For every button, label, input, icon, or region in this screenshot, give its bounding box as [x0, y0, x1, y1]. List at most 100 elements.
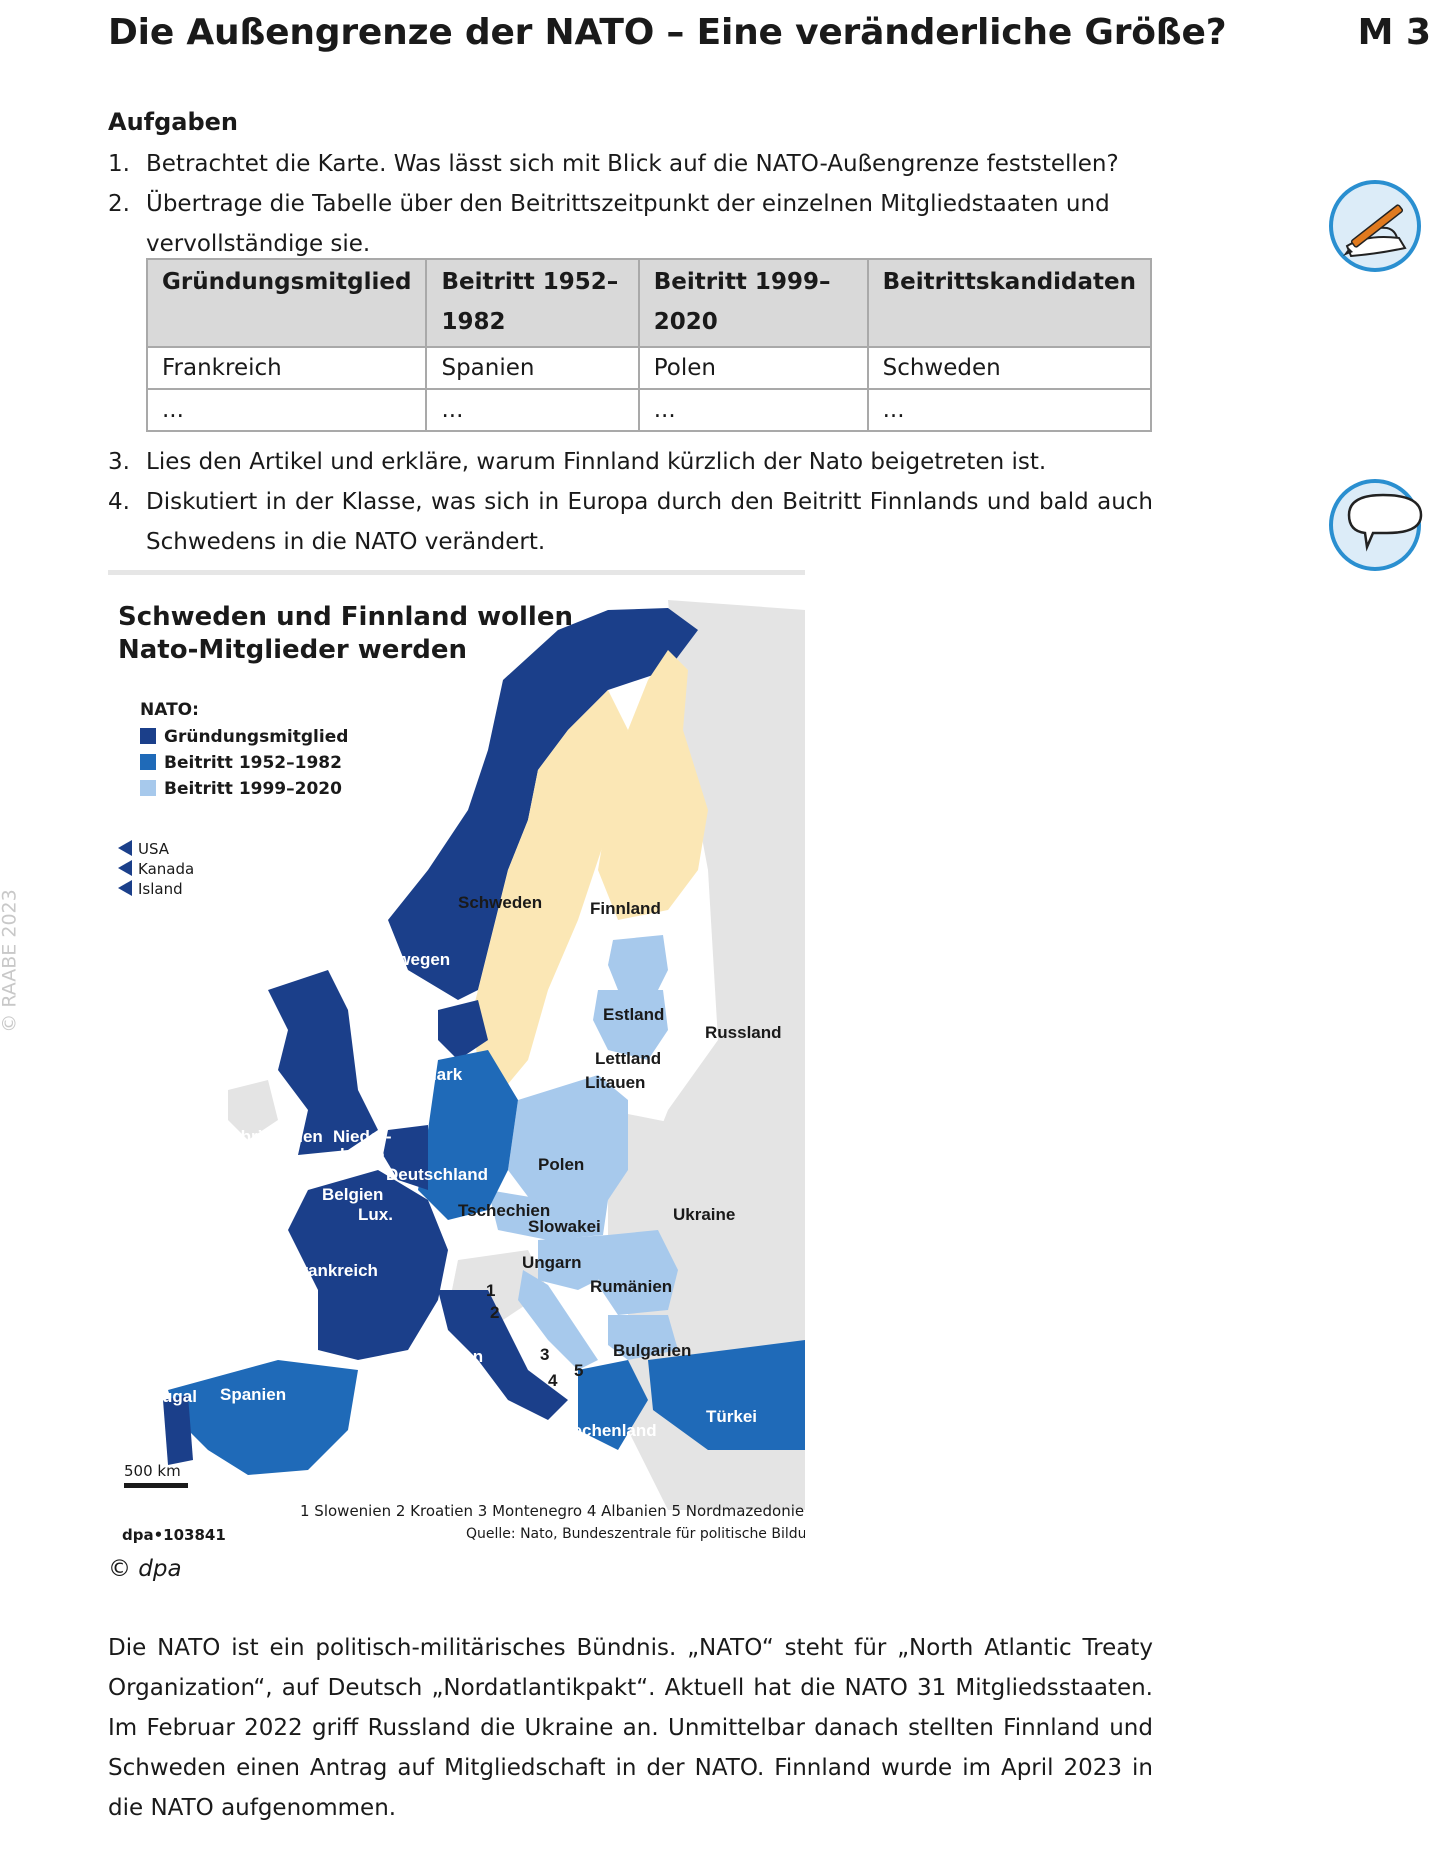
label-schweden: Schweden	[458, 893, 542, 912]
side-copyright: © RAABE 2023	[0, 889, 21, 1033]
hungary-shape	[538, 1235, 618, 1290]
label-ukraine: Ukraine	[673, 1205, 735, 1224]
table-header: Beitrittskandidaten	[866, 258, 1153, 348]
map-title-line1: Schweden und Finnland wollen	[118, 602, 573, 632]
germany-shape	[418, 1050, 518, 1220]
sweden-shape	[473, 690, 628, 1090]
ireland-shape	[228, 1080, 278, 1140]
label-russland: Russland	[705, 1023, 782, 1042]
table-cell: ...	[637, 388, 869, 432]
legend-label: Gründungsmitglied	[164, 727, 348, 747]
label-deutschland: Deutschland	[386, 1165, 488, 1184]
label-belgien: Belgien	[322, 1185, 383, 1204]
label-litauen: Litauen	[585, 1073, 645, 1092]
table-header: Gründungsmitglied	[145, 258, 428, 348]
task-text: Diskutiert in der Klasse, was sich in Eu…	[146, 489, 1153, 555]
legend-swatch	[140, 780, 156, 796]
latvia-lithuania-shape	[593, 990, 668, 1060]
scale-label: 500 km	[124, 1462, 181, 1480]
label-daenemark: Dänemark	[380, 1065, 463, 1084]
table-cell: Schweden	[866, 346, 1153, 390]
label-grossbritannien: Großbritannien	[200, 1127, 323, 1146]
arrow-left-icon	[118, 880, 132, 896]
label-lettland: Lettland	[595, 1049, 661, 1068]
table-cell: ...	[866, 388, 1153, 432]
label-ungarn: Ungarn	[522, 1253, 582, 1272]
task-number: 1.	[108, 151, 130, 177]
map-title-line2: Nato-Mitglieder werden	[118, 635, 467, 665]
finland-shape	[598, 650, 708, 920]
label-finnland: Finnland	[590, 899, 661, 918]
legend-swatch	[140, 728, 156, 744]
legend-swatch	[140, 754, 156, 770]
label-bulgarien: Bulgarien	[613, 1341, 691, 1360]
estonia-shape	[608, 935, 668, 990]
table-row: ... ... ... ...	[145, 388, 1153, 432]
table-cell: ...	[425, 388, 640, 432]
label-number-5: 5	[574, 1361, 583, 1380]
label-niederlande: Nieder-	[333, 1127, 392, 1146]
label-polen: Polen	[538, 1155, 584, 1174]
label-niederlande: lande	[340, 1145, 384, 1164]
table-cell: ...	[145, 388, 428, 432]
scale-bar	[124, 1483, 188, 1488]
label-rumaenien: Rumänien	[590, 1277, 672, 1296]
turkey-shape	[648, 1340, 805, 1450]
overseas-label: Kanada	[138, 860, 194, 878]
legend-title: NATO:	[140, 700, 199, 720]
label-lux: Lux.	[358, 1205, 393, 1224]
label-estland: Estland	[603, 1005, 664, 1024]
label-portugal: Portugal	[128, 1387, 197, 1406]
table-row: Frankreich Spanien Polen Schweden	[145, 346, 1153, 390]
speech-bubble-icon	[1329, 479, 1423, 571]
pencil-writing-icon	[1329, 180, 1421, 272]
label-tschechien: Tschechien	[458, 1201, 550, 1220]
task-text: Lies den Artikel und erkläre, warum Finn…	[146, 449, 1047, 475]
bulgaria-shape	[608, 1315, 678, 1360]
overseas-label: Island	[138, 880, 183, 898]
label-tuerkei: Türkei	[706, 1407, 757, 1426]
membership-table: Gründungsmitglied Beitritt 1952–1982 Bei…	[145, 258, 1153, 432]
label-number-1: 1	[486, 1281, 495, 1300]
legend-label: Beitritt 1952–1982	[164, 753, 342, 773]
balkans-shape	[518, 1270, 598, 1370]
table-header: Beitritt 1952–1982	[425, 258, 640, 348]
greece-shape	[578, 1360, 648, 1450]
page-title: Die Außengrenze der NATO – Eine veränder…	[108, 12, 1227, 53]
task-3: 3. Lies den Artikel und erkläre, warum F…	[108, 442, 1153, 482]
label-italien: Italien	[434, 1347, 483, 1366]
norway-shape	[388, 608, 698, 1000]
table-cell: Frankreich	[145, 346, 428, 390]
table-cell: Polen	[637, 346, 869, 390]
portugal-shape	[163, 1395, 193, 1465]
map-code: dpa•103841	[122, 1526, 226, 1544]
map-top-rule	[108, 570, 805, 575]
arrow-left-icon	[118, 860, 132, 876]
map-source: Quelle: Nato, Bundeszentrale für politis…	[466, 1526, 805, 1542]
tasks-heading: Aufgaben	[108, 108, 239, 136]
table-cell: Spanien	[425, 346, 640, 390]
task-number: 3.	[108, 449, 130, 475]
france-shape	[288, 1170, 448, 1360]
article-paragraph: Die NATO ist ein politisch-militärisches…	[108, 1635, 1153, 1821]
romania-shape	[598, 1230, 678, 1315]
uk-shape	[268, 970, 378, 1155]
spain-shape	[168, 1360, 358, 1475]
label-norwegen: Norwegen	[368, 950, 450, 969]
label-slowakei: Slowakei	[528, 1217, 601, 1236]
task-text: Übertrage die Tabelle über den Beitritts…	[146, 191, 1110, 257]
label-number-2: 2	[490, 1303, 499, 1322]
task-4: 4. Diskutiert in der Klasse, was sich in…	[108, 482, 1153, 562]
task-text: Betrachtet die Karte. Was lässt sich mit…	[146, 151, 1119, 177]
label-griechenland: Griechenland	[548, 1421, 657, 1440]
label-spanien: Spanien	[220, 1385, 286, 1404]
material-label: M 3	[1357, 12, 1431, 53]
arrow-left-icon	[118, 840, 132, 856]
map-credit: © dpa	[108, 1556, 182, 1582]
label-number-4: 4	[548, 1371, 558, 1390]
map-footnote: 1 Slowenien 2 Kroatien 3 Montenegro 4 Al…	[300, 1502, 805, 1520]
nato-europe-map: Schweden und Finnland wollen Nato-Mitgli…	[108, 570, 805, 1546]
task-number: 2.	[108, 191, 130, 217]
label-frankreich: Frankreich	[291, 1261, 378, 1280]
italy-shape	[438, 1290, 568, 1420]
